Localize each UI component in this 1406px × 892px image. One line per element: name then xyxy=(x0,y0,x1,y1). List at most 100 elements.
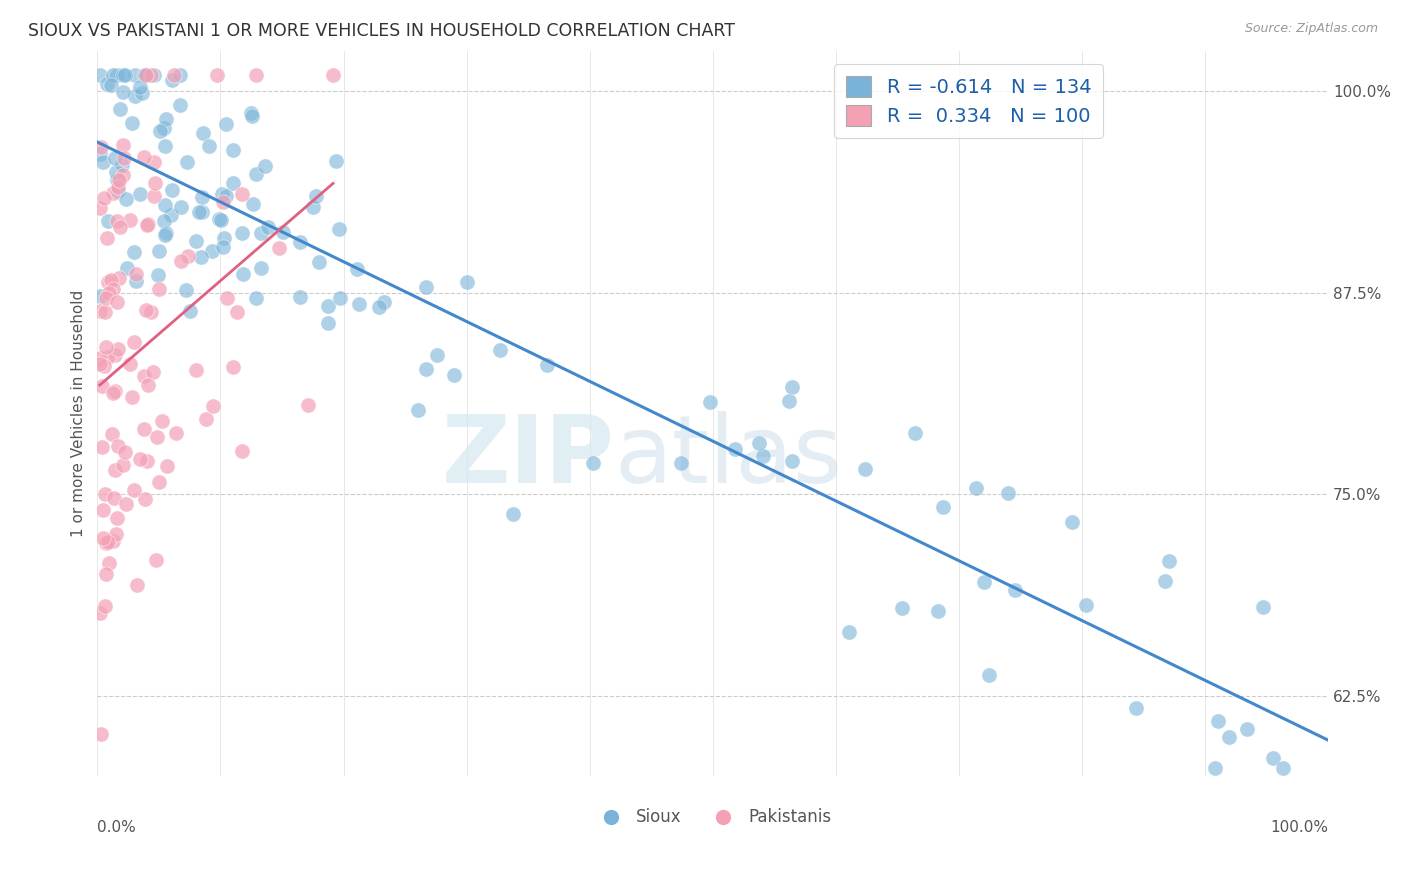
Point xyxy=(124,68,146,82)
Point xyxy=(699,395,721,409)
Point xyxy=(927,604,949,618)
Point xyxy=(132,422,155,436)
Point xyxy=(155,112,177,127)
Point xyxy=(249,226,271,240)
Point xyxy=(142,365,165,379)
Point xyxy=(148,282,170,296)
Point xyxy=(1206,714,1229,729)
Point xyxy=(105,214,128,228)
Point xyxy=(94,340,117,354)
Point xyxy=(231,187,253,202)
Point xyxy=(89,357,111,371)
Point xyxy=(98,556,121,570)
Point xyxy=(153,198,176,212)
Point xyxy=(271,225,294,239)
Point xyxy=(225,305,247,319)
Point xyxy=(108,103,131,117)
Point xyxy=(91,531,114,545)
Point xyxy=(347,297,370,311)
Point xyxy=(245,291,267,305)
Point xyxy=(318,316,340,330)
Point xyxy=(231,227,253,241)
Point xyxy=(240,109,263,123)
Point xyxy=(89,607,111,621)
Point xyxy=(148,244,170,258)
Point xyxy=(1204,761,1226,775)
Point xyxy=(191,126,214,140)
Point xyxy=(129,186,152,201)
Point xyxy=(101,427,124,442)
Point xyxy=(329,291,352,305)
Point xyxy=(502,507,524,521)
Point xyxy=(89,303,111,318)
Point xyxy=(129,452,152,467)
Point xyxy=(153,120,176,135)
Point xyxy=(1125,701,1147,715)
Point xyxy=(346,261,368,276)
Point xyxy=(302,200,325,214)
Point xyxy=(103,348,125,362)
Point xyxy=(143,176,166,190)
Point xyxy=(142,154,165,169)
Point xyxy=(97,351,120,365)
Point xyxy=(250,260,273,275)
Point xyxy=(103,491,125,505)
Point xyxy=(148,124,170,138)
Point xyxy=(169,68,191,82)
Point xyxy=(104,165,127,179)
Point xyxy=(190,190,212,204)
Point xyxy=(135,302,157,317)
Point xyxy=(215,117,238,131)
Point xyxy=(136,378,159,392)
Point xyxy=(104,384,127,398)
Point xyxy=(122,334,145,349)
Point xyxy=(132,68,155,82)
Point xyxy=(91,440,114,454)
Point xyxy=(208,211,231,226)
Text: 0.0%: 0.0% xyxy=(97,820,136,835)
Point xyxy=(415,280,437,294)
Point xyxy=(131,86,153,100)
Point xyxy=(904,425,927,440)
Point xyxy=(97,214,120,228)
Point xyxy=(96,231,118,245)
Point xyxy=(1253,600,1275,615)
Point xyxy=(93,191,115,205)
Point xyxy=(121,390,143,404)
Point xyxy=(90,140,112,154)
Point xyxy=(145,552,167,566)
Point xyxy=(290,290,312,304)
Point xyxy=(209,212,232,227)
Point xyxy=(96,536,118,550)
Point xyxy=(90,379,112,393)
Point xyxy=(114,68,136,82)
Point xyxy=(135,68,157,82)
Text: ZIP: ZIP xyxy=(441,411,614,503)
Point xyxy=(176,155,198,169)
Point xyxy=(90,727,112,741)
Point xyxy=(443,368,465,383)
Point xyxy=(997,486,1019,500)
Point xyxy=(104,463,127,477)
Point xyxy=(242,197,264,211)
Point xyxy=(115,497,138,511)
Point xyxy=(103,386,125,401)
Point xyxy=(1236,722,1258,736)
Point xyxy=(120,357,142,371)
Point xyxy=(112,151,135,165)
Point xyxy=(115,260,138,275)
Point xyxy=(176,283,198,297)
Point xyxy=(1272,761,1295,775)
Point xyxy=(373,295,395,310)
Point xyxy=(136,218,159,232)
Point xyxy=(152,213,174,227)
Point xyxy=(143,68,166,82)
Point xyxy=(120,212,142,227)
Point xyxy=(328,222,350,236)
Point xyxy=(93,359,115,373)
Point xyxy=(136,217,159,231)
Point xyxy=(121,116,143,130)
Y-axis label: 1 or more Vehicles in Household: 1 or more Vehicles in Household xyxy=(72,290,86,537)
Point xyxy=(155,138,177,153)
Point xyxy=(305,189,328,203)
